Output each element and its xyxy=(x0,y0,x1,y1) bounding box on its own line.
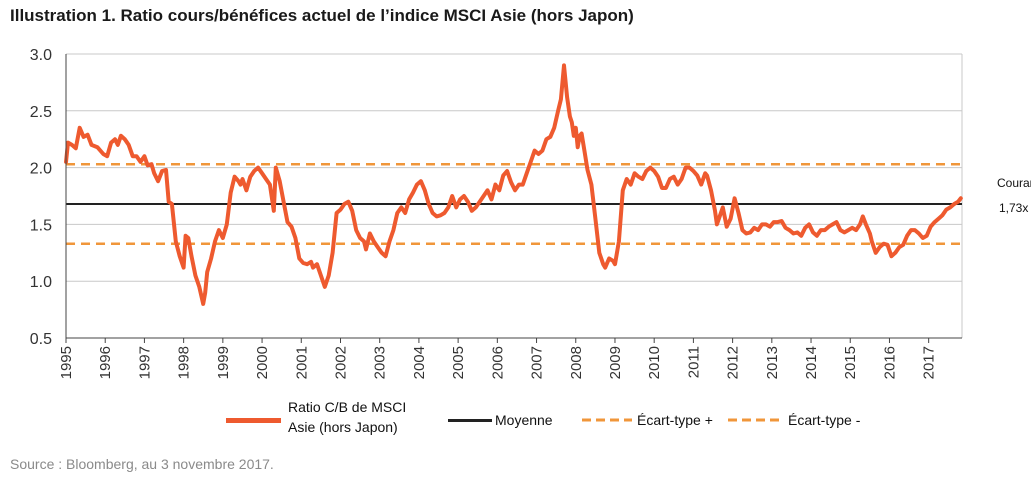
x-tick-label: 2015 xyxy=(842,346,859,379)
current-annotation-label: Courant xyxy=(997,176,1031,190)
reference-lines xyxy=(66,162,962,245)
legend-sd-plus: Écart-type + xyxy=(582,396,722,436)
legend-sd-minus-swatch xyxy=(728,418,783,422)
legend-series-label-line2: Asie (hors Japon) xyxy=(288,419,398,435)
x-tick-label: 1995 xyxy=(58,346,75,379)
x-tick-label: 2002 xyxy=(332,346,349,379)
x-tick-label: 2011 xyxy=(685,346,702,378)
x-tick-label: 2006 xyxy=(489,346,506,379)
y-tick-label: 0.5 xyxy=(30,331,52,348)
legend-series-swatch xyxy=(226,418,281,423)
x-tick-label: 2010 xyxy=(646,346,663,379)
y-tick-label: 3.0 xyxy=(30,47,52,64)
current-annotation-value: 1,73x xyxy=(999,201,1028,215)
x-tick-label: 2009 xyxy=(607,346,624,379)
legend-mean-swatch xyxy=(448,419,492,422)
legend-sd-minus: Écart-type - xyxy=(728,396,888,436)
series-line-pe-ratio xyxy=(64,63,963,306)
x-tick-label: 1998 xyxy=(176,346,193,379)
x-tick-label: 1996 xyxy=(97,346,114,379)
x-tick-label: 1997 xyxy=(136,346,153,379)
x-tick-label: 2001 xyxy=(293,346,310,379)
axes: 0.5 1.0 1.5 2.0 2.5 3.0 1995 1996 1997 1998 1999 20… xyxy=(30,47,962,379)
source-note: Source : Bloomberg, au 3 novembre 2017. xyxy=(10,456,274,472)
legend-mean: Moyenne xyxy=(448,396,578,436)
x-tick-label: 2016 xyxy=(881,346,898,379)
x-tick-label: 2013 xyxy=(764,346,781,379)
y-tick-label: 1.0 xyxy=(30,274,52,291)
y-tick-label: 2.0 xyxy=(30,161,52,178)
x-tick-label: 2014 xyxy=(803,346,820,379)
y-tick-label: 2.5 xyxy=(30,104,52,121)
x-tick-label: 1999 xyxy=(215,346,232,379)
x-tick-label: 2008 xyxy=(568,346,585,379)
x-tick-label: 2005 xyxy=(450,346,467,379)
legend-series-label-line1: Ratio C/B de MSCI xyxy=(288,399,407,415)
x-tick-label: 2012 xyxy=(725,346,742,379)
x-tick-label: 2017 xyxy=(921,346,938,379)
x-tick-label: 2003 xyxy=(372,346,389,379)
y-tick-label: 1.5 xyxy=(30,217,52,234)
legend-sd-minus-label: Écart-type - xyxy=(788,412,861,428)
legend-series: Ratio C/B de MSCI Asie (hors Japon) xyxy=(226,396,446,436)
legend-sd-plus-label: Écart-type + xyxy=(637,412,713,428)
chart: 0.5 1.0 1.5 2.0 2.5 3.0 1995 1996 1997 1998 1999 20… xyxy=(30,47,1031,379)
x-tick-label: 2004 xyxy=(411,346,428,379)
x-tick-label: 2000 xyxy=(254,346,271,379)
legend-mean-label: Moyenne xyxy=(495,412,553,428)
series-layer xyxy=(64,63,963,306)
x-tick-label: 2007 xyxy=(529,346,546,379)
chart-title: Illustration 1. Ratio cours/bénéfices ac… xyxy=(10,6,634,25)
legend-sd-plus-swatch xyxy=(582,418,632,422)
